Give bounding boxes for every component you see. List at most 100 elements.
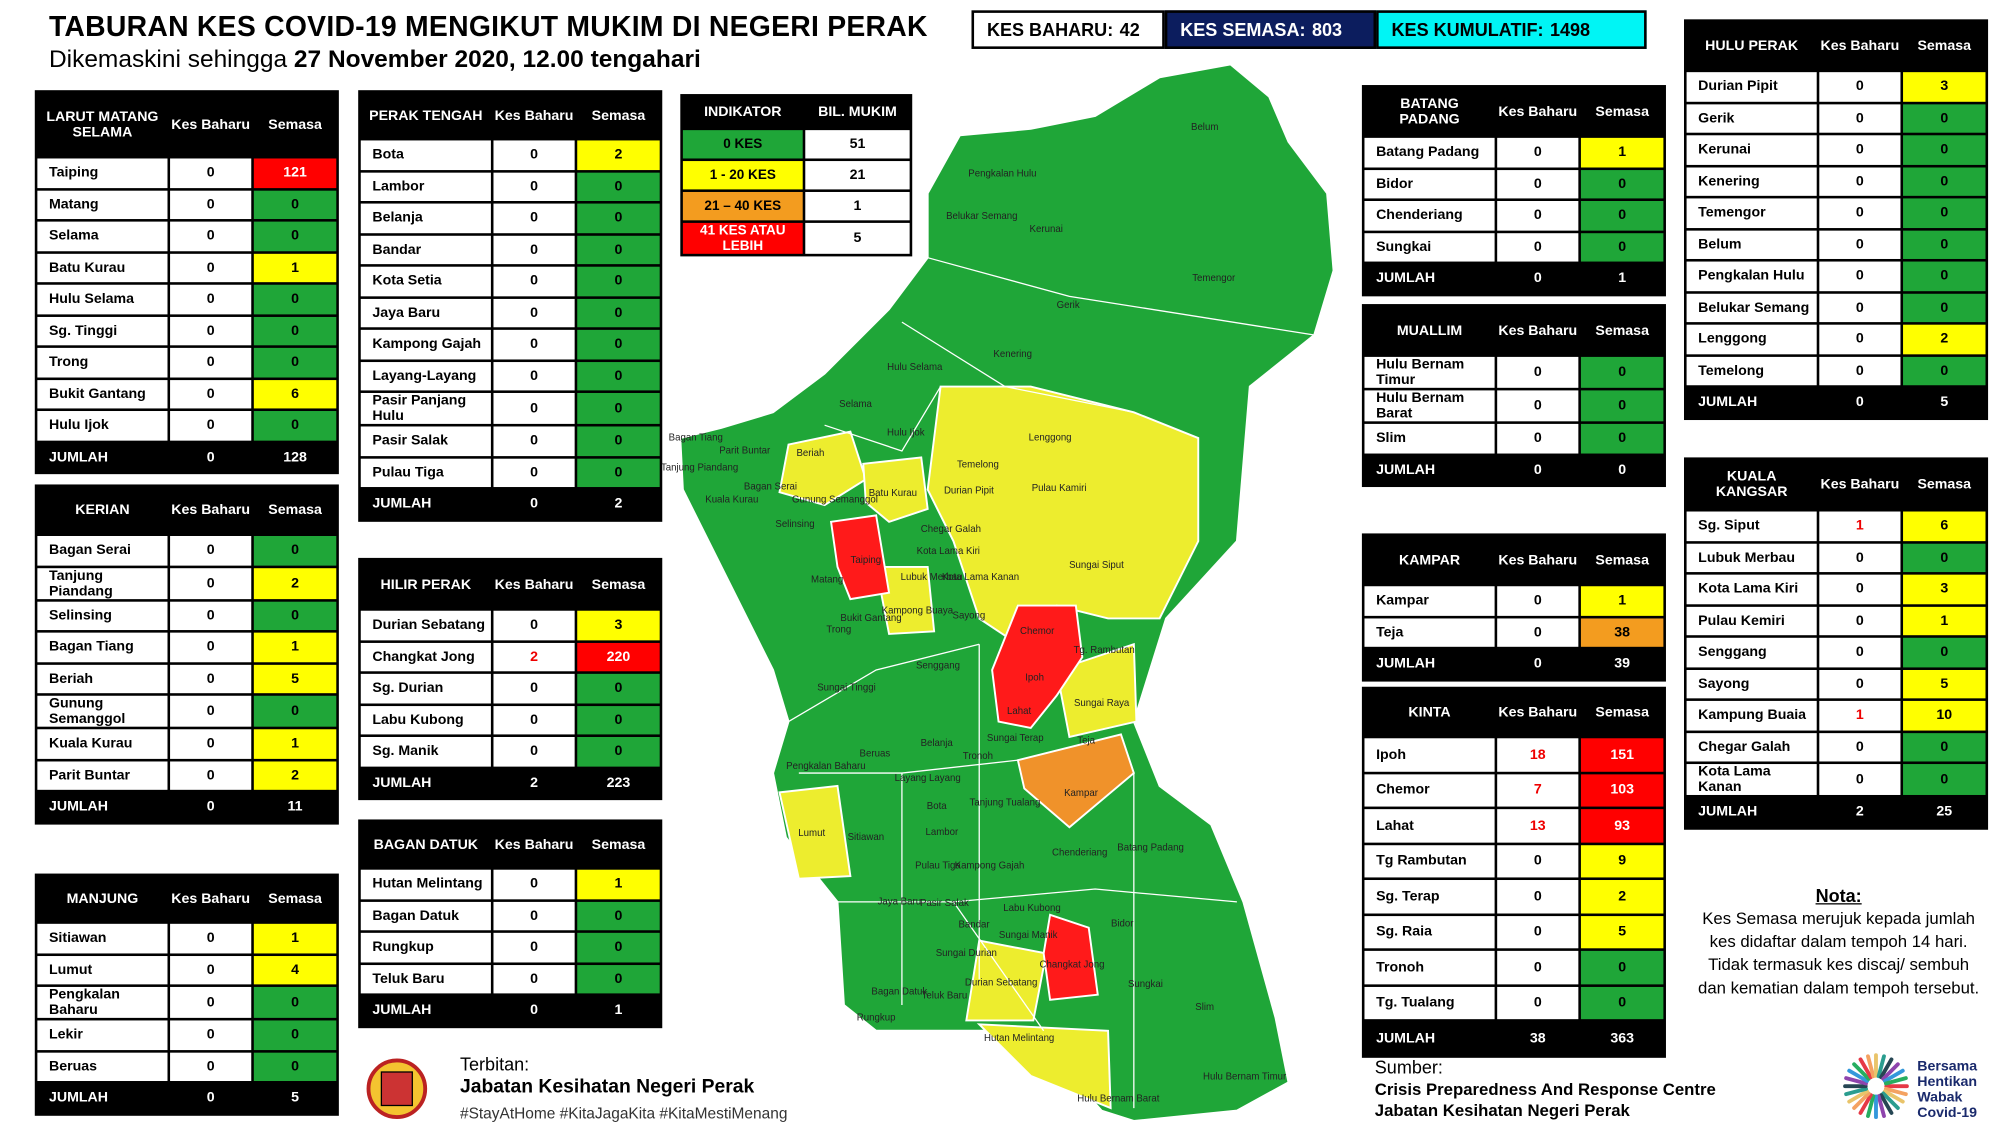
active-cases: 0 — [1580, 423, 1664, 453]
hashtags: #StayAtHome #KitaJagaKita #KitaMestiMena… — [459, 1104, 788, 1123]
mukim-name: Bagan Datuk — [360, 901, 491, 931]
map-label: Sungai Manik — [999, 930, 1058, 941]
column-header: Kes Baharu — [1497, 689, 1579, 736]
column-header: Semasa — [577, 560, 660, 609]
total-label: JUMLAH — [1364, 264, 1495, 294]
source-line: Jabatan Kesihatan Negeri Perak — [1374, 1100, 1630, 1120]
map-label: Kampar — [1064, 788, 1099, 799]
active-cases: 103 — [1580, 773, 1664, 807]
active-cases: 0 — [577, 298, 660, 328]
new-cases: 0 — [493, 235, 575, 265]
mukim-name: Sitiawan — [37, 923, 168, 953]
mukim-name: Gerik — [1686, 103, 1817, 133]
active-cases: 0 — [1580, 169, 1664, 199]
mukim-name: Beriah — [37, 664, 168, 694]
map-labels: Belum Pengkalan Hulu Kerunai Belukar Semang… — [661, 122, 1287, 1104]
mukim-name: Kampong Gajah — [360, 329, 491, 359]
indicator-label: 0 KES — [682, 130, 803, 159]
new-cases: 0 — [170, 284, 252, 314]
active-cases: 1 — [253, 923, 337, 953]
new-cases: 0 — [1819, 764, 1901, 795]
new-cases: 0 — [493, 673, 575, 703]
mukim-name: Temengor — [1686, 198, 1817, 228]
map-label: Ipoh — [1025, 672, 1044, 683]
mukim-name: Bandar — [360, 235, 491, 265]
map-label: Kerunai — [1030, 224, 1063, 235]
new-cases: 0 — [493, 869, 575, 899]
indicator-count: 5 — [805, 222, 910, 254]
column-header: Semasa — [1580, 306, 1664, 355]
new-cases: 0 — [170, 253, 252, 283]
total-label: JUMLAH — [37, 442, 168, 472]
new-cases: 0 — [170, 632, 252, 662]
new-cases: 0 — [1819, 669, 1901, 699]
active-cases: 0 — [253, 221, 337, 251]
map-label: Sungai Raya — [1074, 698, 1130, 709]
active-cases: 0 — [577, 932, 660, 962]
yellow-regions — [778, 385, 1200, 1110]
total-value: 2 — [577, 489, 660, 519]
total-value: 2 — [493, 768, 575, 798]
mukim-name: Lekir — [37, 1020, 168, 1050]
district-table: LARUT MATANG SELAMA Kes Baharu Semasa Taipi… — [34, 90, 339, 475]
active-cases: 3 — [577, 610, 660, 640]
mukim-name: Batang Padang — [1364, 137, 1495, 167]
district-name: PERAK TENGAH — [360, 92, 491, 138]
total-value: 38 — [1497, 1021, 1579, 1055]
mukim-name: Belum — [1686, 229, 1817, 259]
new-cases: 0 — [170, 1052, 252, 1082]
active-cases: 1 — [1903, 606, 1986, 636]
mukim-name: Lumut — [37, 955, 168, 985]
active-cases: 0 — [253, 347, 337, 377]
total-value: 5 — [253, 1083, 337, 1113]
new-cases: 0 — [493, 932, 575, 962]
new-cases: 0 — [170, 158, 252, 188]
active-cases: 5 — [253, 664, 337, 694]
active-cases: 93 — [1580, 809, 1664, 843]
district-name: MANJUNG — [37, 876, 168, 922]
indicator-label: 1 - 20 KES — [682, 161, 803, 190]
logo-ray — [1884, 1086, 1908, 1097]
mukim-name: Lambor — [360, 172, 491, 201]
map-label: Taiping — [851, 555, 882, 566]
indicator-label: 21 – 40 KES — [682, 191, 803, 221]
new-cases: 0 — [1819, 324, 1901, 354]
source-line: Crisis Preparedness And Response Centre — [1374, 1079, 1716, 1100]
logo-ray — [1879, 1057, 1894, 1080]
total-label: JUMLAH — [1686, 387, 1817, 417]
logo-ray — [1852, 1091, 1871, 1110]
total-label: JUMLAH — [360, 489, 491, 519]
update-date: 27 November 2020, 12.00 tengahari — [293, 46, 701, 74]
map-label: Hulu Bernam Barat — [1077, 1094, 1159, 1105]
map-label: Bidor — [1111, 918, 1134, 929]
total-value: 5 — [1903, 387, 1986, 417]
logo-line: Hentikan — [1917, 1074, 1978, 1091]
map-label: Kenering — [993, 349, 1032, 360]
summary-box: KES KUMULATIF: 1498 — [1376, 10, 1647, 49]
active-cases: 151 — [1580, 738, 1664, 772]
new-cases: 0 — [1819, 72, 1901, 102]
mukim-name: Batu Kurau — [37, 253, 168, 283]
new-cases: 0 — [170, 411, 252, 441]
mukim-name: Hulu Bernam Timur — [1364, 356, 1495, 388]
map-label: Selama — [839, 399, 872, 410]
note-title: Nota: — [1815, 885, 1862, 906]
new-cases: 0 — [1819, 166, 1901, 196]
active-cases: 1 — [1580, 137, 1664, 167]
map-label: Hulu Ijok — [887, 427, 925, 438]
map-label: Lahat — [1007, 706, 1031, 717]
active-cases: 2 — [1903, 324, 1986, 354]
total-value: 0 — [1497, 264, 1579, 294]
active-cases: 0 — [577, 705, 660, 735]
map-label: Teja — [1077, 735, 1095, 746]
new-cases: 0 — [1497, 232, 1579, 262]
red-regions — [829, 514, 1099, 1001]
new-cases: 0 — [1819, 543, 1901, 573]
logo-ray — [1844, 1076, 1868, 1086]
map-label: Bagan Tiang — [669, 433, 723, 444]
mukim-name: Ipoh — [1364, 738, 1495, 772]
new-cases: 0 — [493, 361, 575, 391]
new-cases: 0 — [1497, 586, 1579, 616]
column-header: Semasa — [253, 487, 337, 534]
summary-box: KES BAHARU: 42 — [971, 10, 1165, 49]
